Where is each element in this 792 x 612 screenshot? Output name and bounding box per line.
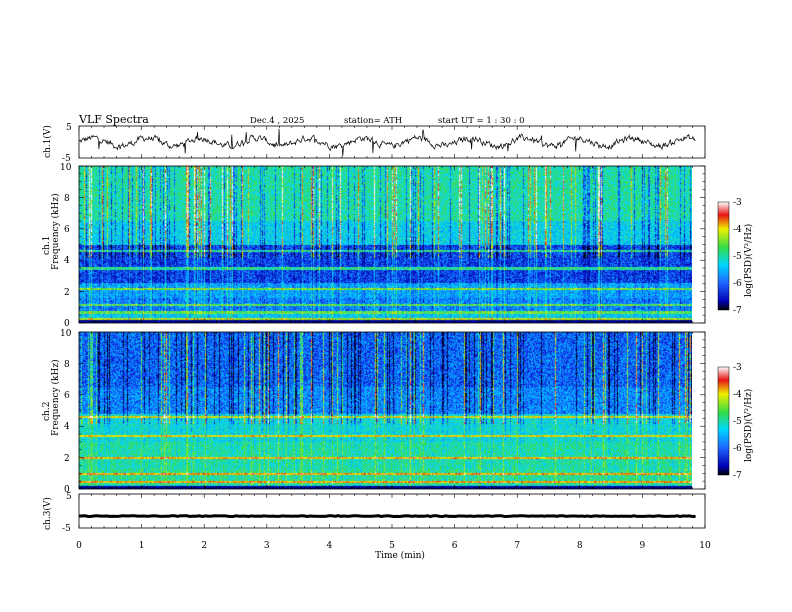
xtick-5: 5	[389, 541, 395, 551]
xtick-2: 2	[201, 541, 207, 551]
ch2-spectrogram-ylabel-channel: ch.2	[42, 402, 52, 421]
time-axis-ticks	[78, 126, 706, 528]
ch1-ytick-bottom: -5	[62, 154, 71, 164]
ch2-spectrogram-ylabel-freq: Frequency (kHz)	[50, 359, 61, 436]
ch2-ytick-10: 10	[60, 329, 72, 339]
ch3-ylabel: ch.3(V)	[42, 497, 53, 530]
time-axis-labels: 0 1 2 3 4 5 6 7 8 9 10	[76, 541, 711, 551]
ch2-cbar-tick-7: -7	[733, 471, 742, 481]
date-label: Dec.4 , 2025	[250, 116, 304, 126]
ch2-spectrogram-panel: 0 2 4 6 8 10 ch.2 Frequency (kHz) -3 -4 …	[42, 329, 754, 495]
ch1-cbar-tick-3: -3	[733, 198, 742, 208]
ch2-cbar-tick-4: -4	[733, 390, 742, 400]
ch2-ytick-8: 8	[64, 360, 70, 370]
xtick-8: 8	[577, 541, 583, 551]
ch1-ytick-0: 0	[64, 319, 70, 329]
ch1-ytick-top: 5	[66, 123, 72, 133]
figure-title: VLF Spectra	[78, 113, 149, 126]
ch1-cbar-tick-5: -5	[733, 252, 742, 262]
ch2-colorbar	[717, 366, 730, 476]
ch2-ytick-6: 6	[64, 391, 70, 401]
ch1-ytick-10: 10	[60, 163, 72, 173]
start-time-label: start UT = 1 : 30 : 0	[438, 116, 525, 126]
ch1-cbar-tick-7: -7	[733, 306, 742, 316]
xtick-9: 9	[640, 541, 646, 551]
xtick-10: 10	[699, 541, 711, 551]
ch1-spectrogram-ylabel-freq: Frequency (kHz)	[50, 193, 61, 270]
ch2-cbar-tick-6: -6	[733, 444, 742, 454]
ch1-cbar-tick-4: -4	[733, 225, 742, 235]
ch1-ytick-2: 2	[64, 288, 70, 298]
ch3-ytick-bottom: -5	[62, 524, 71, 534]
ch1-ytick-6: 6	[64, 225, 70, 235]
ch1-waveform-frame	[78, 125, 706, 159]
ch1-spectrogram-yticks	[79, 165, 705, 324]
time-axis-label: Time (min)	[375, 550, 425, 561]
ch1-ytick-8: 8	[64, 194, 70, 204]
ch2-spectrogram-yticks	[79, 331, 705, 490]
ch1-colorbar-label: log(PSD)(V²/Hz)	[743, 224, 754, 297]
xtick-7: 7	[514, 541, 520, 551]
xtick-3: 3	[264, 541, 270, 551]
ch1-ylabel: ch.1(V)	[42, 125, 53, 158]
xtick-0: 0	[76, 541, 82, 551]
ch2-ytick-4: 4	[64, 422, 70, 432]
xtick-1: 1	[139, 541, 145, 551]
ch2-spectrogram-image	[79, 332, 692, 489]
ch1-spectrogram-image	[79, 166, 692, 323]
ch1-waveform-trace	[78, 128, 696, 157]
ch2-cbar-tick-5: -5	[733, 417, 742, 427]
xtick-4: 4	[327, 541, 333, 551]
ch1-ytick-4: 4	[64, 256, 70, 266]
ch1-colorbar	[717, 201, 730, 311]
ch1-spectrogram-panel: 0 2 4 6 8 10 ch.1 Frequency (kHz) -3 -4 …	[42, 163, 754, 329]
ch2-ytick-2: 2	[64, 454, 70, 464]
ch2-colorbar-label: log(PSD)(V²/Hz)	[743, 389, 754, 462]
station-label: station= ATH	[344, 116, 402, 126]
ch3-waveform-trace	[78, 514, 696, 519]
ch1-spectrogram-ylabel-channel: ch.1	[42, 236, 52, 255]
ch1-cbar-tick-6: -6	[733, 279, 742, 289]
ch3-ytick-top: 5	[66, 492, 72, 502]
xtick-6: 6	[452, 541, 458, 551]
ch2-ytick-0: 0	[64, 485, 70, 495]
ch3-waveform-frame	[78, 493, 706, 529]
ch2-cbar-tick-3: -3	[733, 363, 742, 373]
